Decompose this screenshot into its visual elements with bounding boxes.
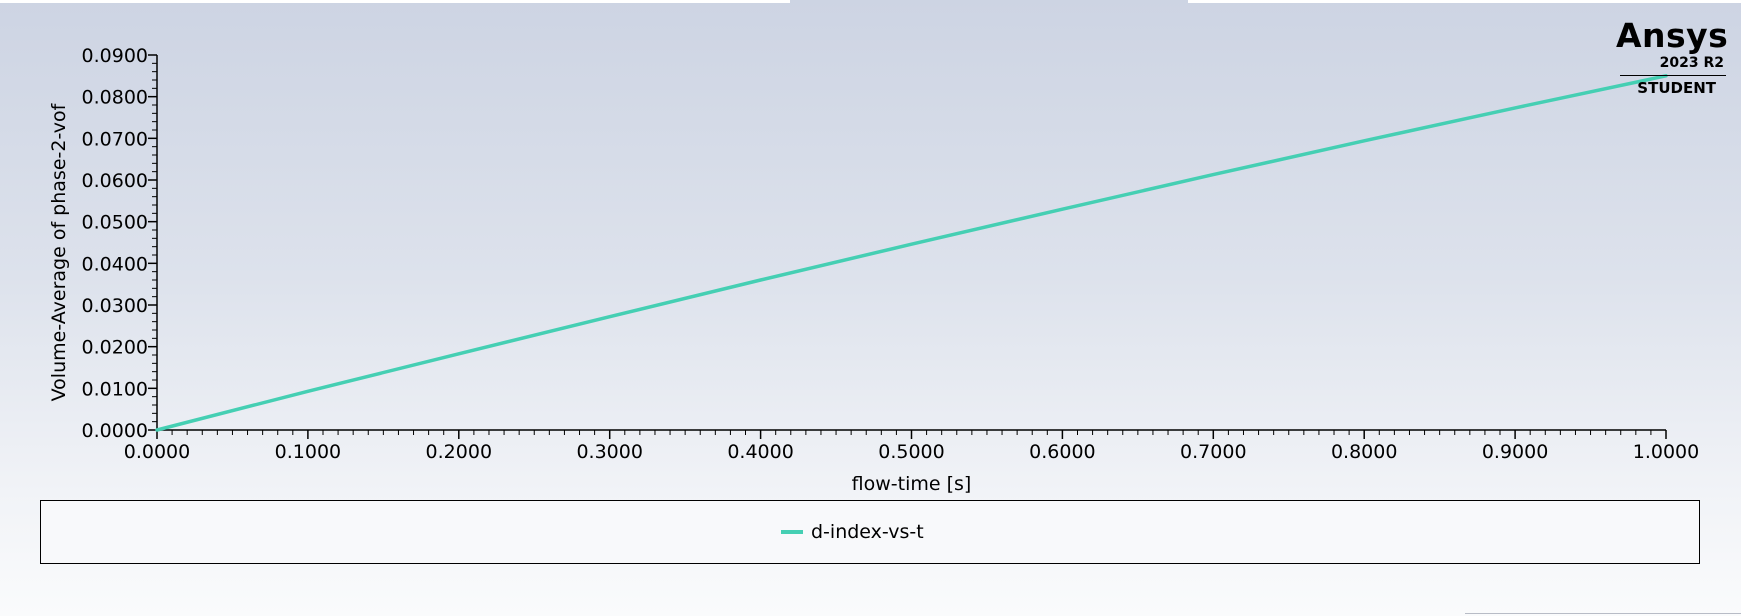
x-tick-label: 0.0000: [124, 441, 190, 463]
x-tick-label: 0.2000: [426, 441, 492, 463]
x-tick-label: 1.0000: [1633, 441, 1699, 463]
y-tick-label: 0.0100: [82, 378, 148, 400]
x-tick-label: 0.1000: [275, 441, 341, 463]
logo-divider: [1620, 75, 1726, 76]
x-axis-minor-ticks: [171, 430, 1652, 435]
y-tick-label: 0.0500: [82, 212, 148, 234]
y-tick-label: 0.0700: [82, 128, 148, 150]
series-line-d-index-vs-t[interactable]: [155, 74, 1668, 432]
x-axis-tick-labels: 0.0000 0.1000 0.2000 0.3000 0.4000 0.5000 0.60…: [124, 441, 1699, 463]
y-tick-label: 0.0300: [82, 295, 148, 317]
y-tick-label: 0.0000: [82, 420, 148, 442]
y-tick-label: 0.0200: [82, 337, 148, 359]
top-border-gap: [790, 0, 1188, 3]
y-tick-label: 0.0400: [82, 253, 148, 275]
legend[interactable]: d-index-vs-t: [40, 500, 1700, 564]
y-tick-label: 0.0600: [82, 170, 148, 192]
window-edge-line: [1465, 613, 1741, 614]
ansys-logo: Ansys 2023 R2 STUDENT: [1616, 16, 1729, 98]
x-axis-major-ticks: [156, 430, 1667, 439]
legend-label: d-index-vs-t: [811, 521, 924, 543]
y-axis-title: Volume-Average of phase-2-vof: [48, 102, 70, 401]
y-tick-label: 0.0800: [82, 87, 148, 109]
x-tick-label: 0.4000: [727, 441, 793, 463]
x-tick-label: 0.5000: [878, 441, 944, 463]
y-axis-tick-labels: 0.0000 0.0100 0.0200 0.0300 0.0400 0.0500 0.06…: [82, 45, 148, 442]
logo-version-text: 2023 R2: [1659, 55, 1724, 71]
x-tick-label: 0.6000: [1029, 441, 1095, 463]
x-tick-label: 0.3000: [576, 441, 642, 463]
legend-entry[interactable]: d-index-vs-t: [781, 521, 924, 543]
y-axis-minor-ticks: [152, 62, 157, 423]
legend-swatch-icon: [781, 530, 803, 534]
x-tick-label: 0.9000: [1482, 441, 1548, 463]
x-axis-title: flow-time [s]: [852, 473, 972, 495]
logo-brand-text: Ansys: [1616, 16, 1729, 55]
logo-edition-text: STUDENT: [1637, 79, 1716, 97]
series-layer: [155, 74, 1668, 432]
y-axis-major-ticks: [148, 54, 157, 431]
x-tick-label: 0.7000: [1180, 441, 1246, 463]
y-tick-label: 0.0900: [82, 45, 148, 67]
xy-plot[interactable]: 0.0000 0.0100 0.0200 0.0300 0.0400 0.0500 0.06…: [0, 0, 1741, 500]
x-tick-label: 0.8000: [1331, 441, 1397, 463]
